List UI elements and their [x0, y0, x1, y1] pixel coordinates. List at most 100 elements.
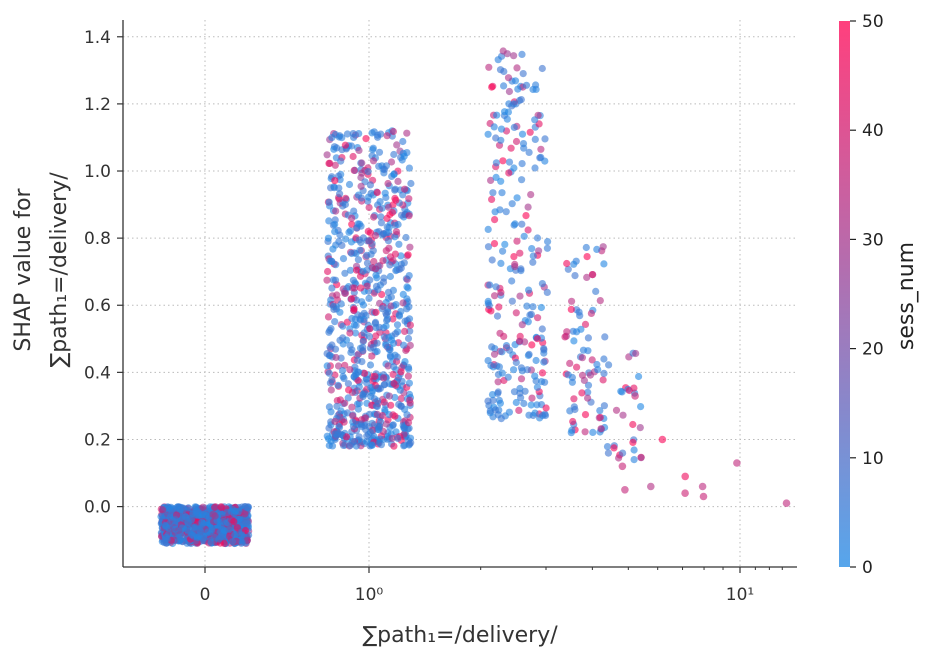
scatter-point [359, 343, 367, 351]
scatter-point [369, 146, 377, 154]
scatter-point [354, 405, 362, 413]
scatter-point [599, 243, 607, 251]
scatter-point [385, 223, 393, 231]
scatter-point [589, 271, 597, 279]
scatter-point [528, 245, 536, 253]
scatter-point [336, 396, 344, 404]
scatter-point [494, 56, 502, 64]
scatter-point [527, 401, 535, 409]
scatter-point [502, 208, 510, 216]
scatter-point [600, 402, 609, 410]
scatter-point [395, 265, 403, 273]
scatter-point [531, 135, 539, 143]
scatter-point [531, 116, 539, 124]
scatter-point [400, 341, 408, 349]
scatter-point [372, 324, 380, 332]
scatter-point [508, 277, 516, 285]
scatter-point [529, 85, 537, 94]
scatter-point [542, 404, 550, 412]
scatter-point [637, 454, 645, 462]
colorbar-gradient [839, 21, 850, 567]
scatter-point [526, 128, 534, 136]
scatter-point [495, 396, 503, 404]
scatter-point [570, 260, 578, 268]
scatter-point [630, 456, 638, 464]
scatter-point [512, 358, 520, 367]
scatter-point [391, 186, 399, 194]
scatter-point [387, 158, 396, 166]
y-axis-label-line1: SHAP value for [11, 187, 36, 351]
scatter-point [389, 370, 397, 378]
scatter-point [394, 220, 402, 229]
scatter-point [393, 353, 401, 361]
scatter-point [238, 538, 246, 546]
scatter-point [184, 504, 192, 512]
scatter-point [217, 503, 225, 511]
scatter-point [326, 343, 334, 351]
scatter-point [520, 399, 528, 408]
scatter-point [518, 220, 526, 228]
scatter-point [389, 127, 397, 136]
scatter-point [189, 510, 197, 518]
scatter-point [405, 365, 413, 373]
x-axis-label: ∑path₁=/delivery/ [362, 623, 558, 648]
scatter-point [406, 396, 414, 404]
scatter-point [328, 442, 337, 450]
scatter-point [510, 123, 518, 131]
scatter-point [516, 292, 524, 300]
scatter-point [373, 347, 381, 356]
scatter-point [337, 157, 345, 165]
scatter-point [333, 402, 341, 410]
y-tick-label: 0.4 [84, 363, 111, 383]
scatter-point [492, 159, 500, 167]
scatter-point [404, 419, 413, 427]
scatter-point [383, 214, 391, 222]
scatter-point [377, 213, 385, 221]
scatter-point [497, 177, 505, 185]
scatter-point [505, 169, 513, 177]
scatter-point [381, 189, 389, 197]
scatter-point [357, 284, 365, 292]
scatter-point [404, 372, 412, 380]
scatter-point [348, 249, 356, 258]
scatter-point [619, 411, 627, 419]
scatter-point [391, 250, 399, 258]
scatter-point [397, 395, 405, 403]
scatter-point [584, 388, 592, 396]
scatter-point [360, 369, 369, 377]
scatter-point [365, 294, 373, 302]
scatter-point [528, 394, 536, 402]
scatter-point [366, 361, 375, 369]
scatter-point [348, 214, 356, 222]
scatter-point [339, 367, 347, 375]
scatter-point [327, 408, 335, 416]
scatter-point [495, 363, 503, 371]
scatter-point [596, 413, 604, 421]
scatter-point [538, 64, 546, 73]
scatter-point [516, 384, 524, 393]
scatter-point [599, 376, 607, 384]
scatter-point [401, 185, 409, 193]
scatter-point [509, 52, 518, 60]
scatter-point [527, 191, 535, 199]
scatter-point [529, 303, 537, 311]
scatter-point [373, 188, 381, 197]
scatter-point [331, 220, 339, 228]
scatter-point [365, 203, 373, 212]
scatter-point [569, 417, 577, 426]
scatter-point [393, 321, 402, 329]
scatter-point [584, 334, 593, 342]
scatter-point [383, 316, 391, 325]
scatter-point [343, 409, 351, 417]
scatter-point [637, 403, 645, 411]
scatter-point [357, 182, 365, 190]
scatter-point [490, 123, 498, 131]
scatter-point [497, 125, 506, 133]
scatter-point [379, 257, 387, 265]
scatter-point [346, 329, 354, 337]
scatter-point [497, 288, 505, 296]
scatter-point [395, 240, 403, 248]
scatter-point [578, 389, 586, 397]
scatter-point [332, 261, 340, 269]
scatter-point [346, 366, 354, 374]
